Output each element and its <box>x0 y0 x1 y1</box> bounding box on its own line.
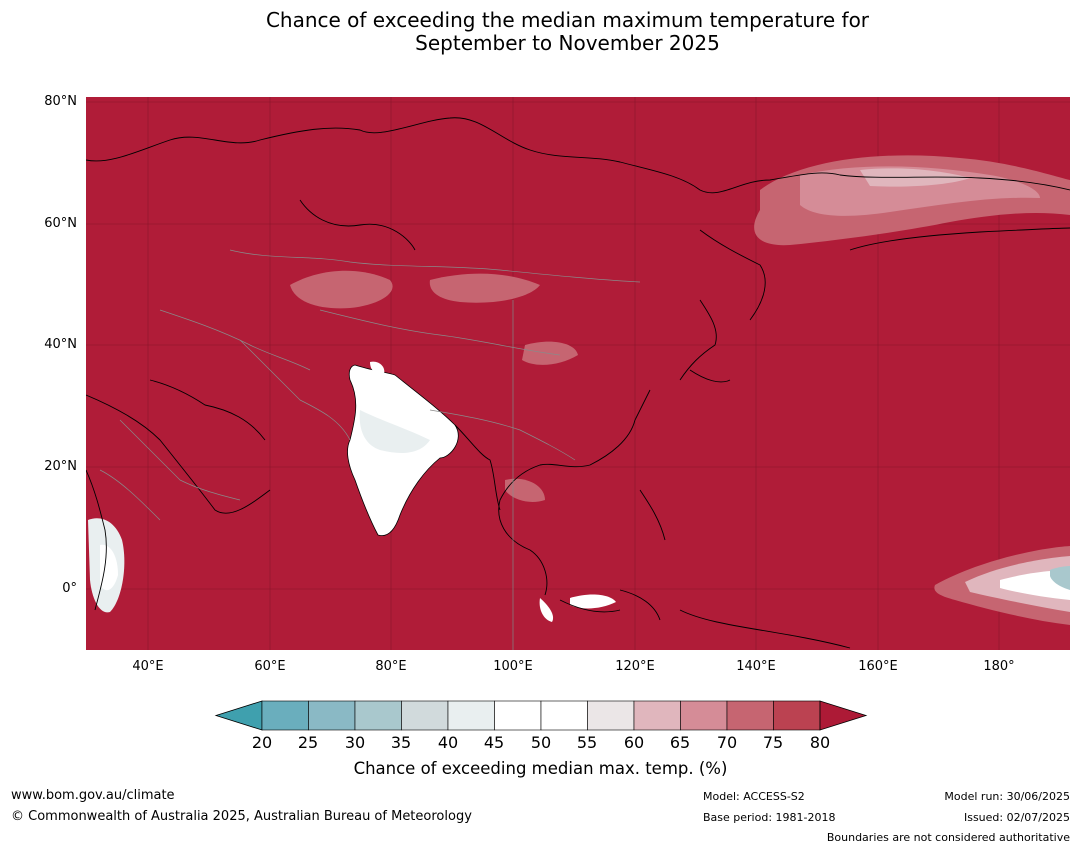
lon-label-120e: 120°E <box>615 659 655 674</box>
colorbar-tick-80: 80 <box>809 733 831 752</box>
colorbar-tick-40: 40 <box>437 733 459 752</box>
lon-label-60e: 60°E <box>254 659 286 674</box>
lat-label-20n: 20°N <box>44 459 77 474</box>
colorbar-swatch <box>773 700 821 731</box>
colorbar-swatch <box>494 700 542 731</box>
lon-label-100e: 100°E <box>493 659 533 674</box>
footer-model: Model: ACCESS-S2 <box>703 790 805 803</box>
footer-model-run: Model run: 30/06/2025 <box>944 790 1070 803</box>
title-line-2: September to November 2025 <box>415 31 720 55</box>
colorbar-tick-50: 50 <box>530 733 552 752</box>
colorbar-tick-20: 20 <box>251 733 273 752</box>
lat-label-40n: 40°N <box>44 337 77 352</box>
footer-issued: Issued: 02/07/2025 <box>963 811 1070 824</box>
coastlines <box>86 117 1070 649</box>
colorbar-swatch <box>354 700 402 731</box>
colorbar <box>214 700 868 731</box>
footer-copyright: © Commonwealth of Australia 2025, Austra… <box>11 809 472 824</box>
colorbar-under-arrow <box>214 700 263 731</box>
colorbar-tick-55: 55 <box>576 733 598 752</box>
colorbar-tick-65: 65 <box>669 733 691 752</box>
colorbar-tick-70: 70 <box>716 733 738 752</box>
lon-label-40e: 40°E <box>132 659 164 674</box>
lon-label-180: 180° <box>983 659 1015 674</box>
colorbar-tick-75: 75 <box>762 733 784 752</box>
colorbar-label: Chance of exceeding median max. temp. (%… <box>353 759 728 778</box>
colorbar-swatch <box>308 700 356 731</box>
colorbar-tick-45: 45 <box>483 733 505 752</box>
lon-label-140e: 140°E <box>736 659 776 674</box>
probability-patches <box>88 155 1070 625</box>
colorbar-swatch <box>540 700 588 731</box>
lat-label-60n: 60°N <box>44 216 77 231</box>
kashmir-patch <box>370 361 385 375</box>
lat-label-80n: 80°N <box>44 94 77 109</box>
colorbar-tick-60: 60 <box>623 733 645 752</box>
lat-label-equator: 0° <box>62 581 77 596</box>
colorbar-swatch <box>726 700 774 731</box>
country-boundaries <box>99 249 641 650</box>
lon-label-160e: 160°E <box>858 659 898 674</box>
colorbar-swatch <box>447 700 495 731</box>
colorbar-tick-35: 35 <box>390 733 412 752</box>
footer-disclaimer: Boundaries are not considered authoritat… <box>826 831 1070 844</box>
map-area <box>86 97 1070 650</box>
title-line-1: Chance of exceeding the median maximum t… <box>265 8 870 32</box>
map-title: Chance of exceeding the median maximum t… <box>0 9 1081 55</box>
footer-base-period: Base period: 1981-2018 <box>703 811 836 824</box>
colorbar-tick-25: 25 <box>297 733 319 752</box>
footer-website: www.bom.gov.au/climate <box>11 788 175 803</box>
colorbar-swatch <box>633 700 681 731</box>
colorbar-tick-30: 30 <box>344 733 366 752</box>
lon-label-80e: 80°E <box>375 659 407 674</box>
colorbar-over-arrow <box>819 700 868 731</box>
india-inner-contour <box>359 410 430 453</box>
colorbar-swatch <box>401 700 449 731</box>
colorbar-swatch <box>261 700 309 731</box>
colorbar-swatch <box>680 700 728 731</box>
colorbar-swatch <box>587 700 635 731</box>
